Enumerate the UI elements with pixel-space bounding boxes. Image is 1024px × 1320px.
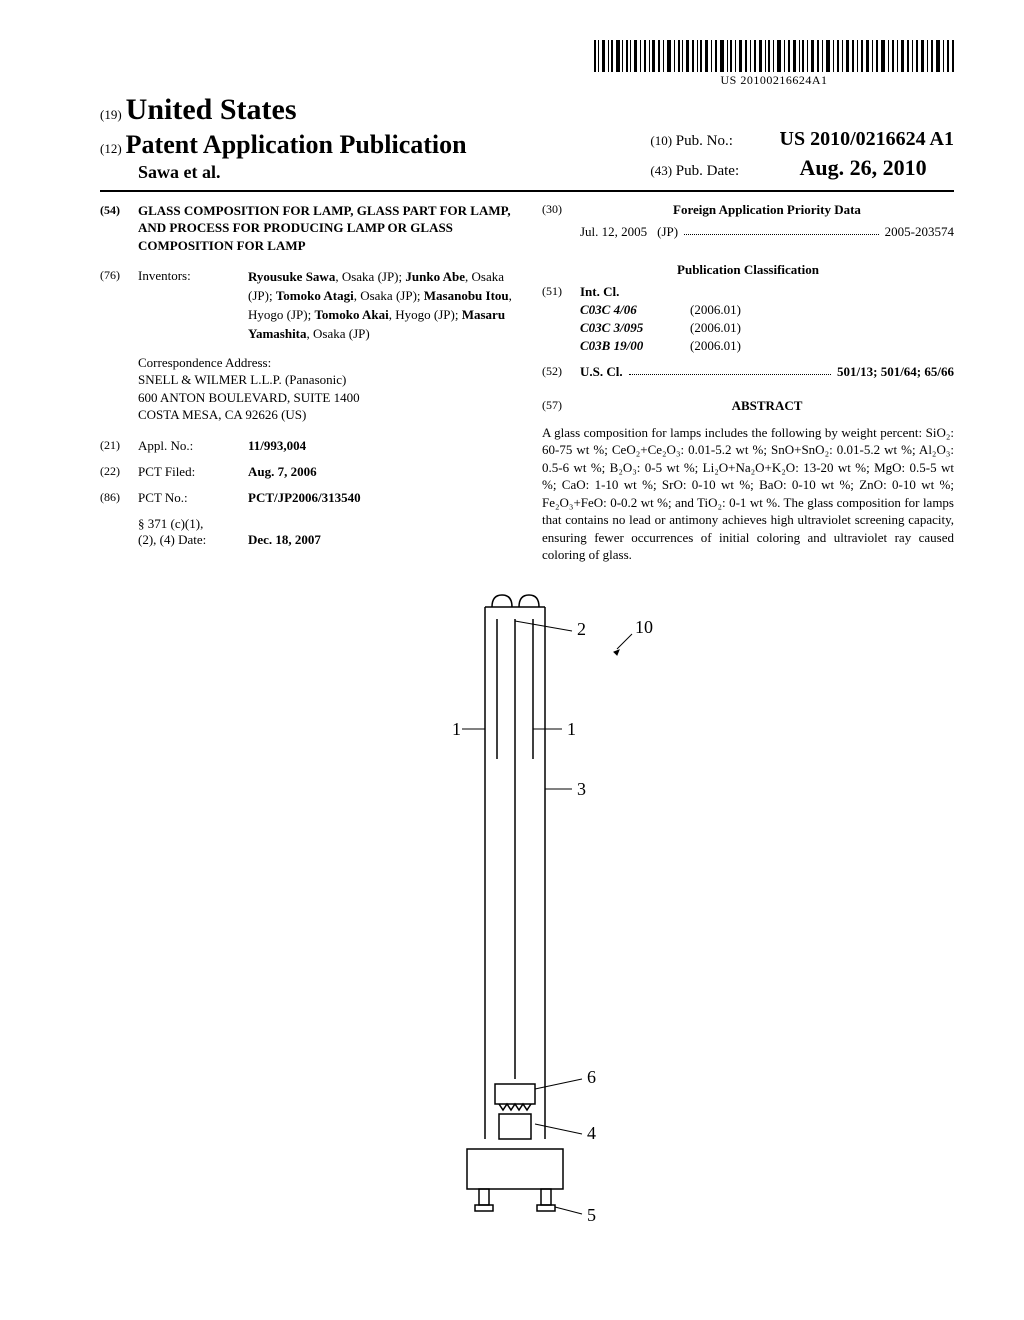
uscl-code: (52) bbox=[542, 364, 580, 380]
fig-label-5: 5 bbox=[587, 1205, 596, 1225]
pubno-label: Pub. No.: bbox=[676, 131, 776, 152]
priority-country: (JP) bbox=[657, 224, 678, 240]
left-column: (54) GLASS COMPOSITION FOR LAMP, GLASS P… bbox=[100, 202, 512, 564]
corr-label: Correspondence Address: bbox=[138, 354, 512, 372]
corr-line-2: 600 ANTON BOULEVARD, SUITE 1400 bbox=[138, 389, 512, 407]
abstract-code: (57) bbox=[542, 398, 580, 418]
header-left: (19) United States (12) Patent Applicati… bbox=[100, 91, 467, 184]
dots-icon bbox=[684, 224, 879, 235]
intcl-label: Int. Cl. bbox=[580, 284, 619, 299]
pubdate-label: Pub. Date: bbox=[676, 161, 796, 182]
intcl-symbol: C03B 19/00 bbox=[580, 338, 690, 354]
abstract-heading: ABSTRACT bbox=[580, 398, 954, 414]
fig-label-1a: 1 bbox=[452, 719, 461, 739]
fig-label-3: 3 bbox=[577, 779, 586, 799]
uscl-row: (52) U.S. Cl. 501/13; 501/64; 65/66 bbox=[542, 364, 954, 380]
pub-type: Patent Application Publication bbox=[126, 130, 467, 159]
priority-code: (30) bbox=[542, 202, 580, 250]
appl-no: 11/993,004 bbox=[248, 438, 306, 453]
page: US 20100216624A1 (19) United States (12)… bbox=[0, 0, 1024, 1264]
title-code: (54) bbox=[100, 202, 138, 255]
s371-date: Dec. 18, 2007 bbox=[248, 532, 321, 547]
pctno-code: (86) bbox=[100, 490, 138, 506]
right-column: (30) Foreign Application Priority Data J… bbox=[542, 202, 954, 564]
filed-code: (22) bbox=[100, 464, 138, 480]
fig-label-10: 10 bbox=[635, 617, 653, 637]
two-col: (54) GLASS COMPOSITION FOR LAMP, GLASS P… bbox=[100, 202, 954, 564]
intcl-block: (51) Int. Cl. C03C 4/06(2006.01)C03C 3/0… bbox=[542, 284, 954, 356]
prefix-12: (12) bbox=[100, 141, 122, 156]
intcl-version: (2006.01) bbox=[690, 320, 800, 336]
prefix-19: (19) bbox=[100, 107, 122, 122]
priority-date: Jul. 12, 2005 bbox=[580, 224, 647, 240]
correspondence: Correspondence Address: SNELL & WILMER L… bbox=[138, 354, 512, 424]
figure-area: 1 1 2 3 4 6 5 10 bbox=[100, 589, 954, 1234]
filed-date: Aug. 7, 2006 bbox=[248, 464, 317, 479]
pctno-label: PCT No.: bbox=[138, 490, 248, 506]
appl-row: (21) Appl. No.: 11/993,004 bbox=[100, 438, 512, 454]
fig-label-2: 2 bbox=[577, 619, 586, 639]
s371-row-2: (2), (4) Date: Dec. 18, 2007 bbox=[138, 532, 512, 548]
pubdate-prefix: (43) bbox=[650, 163, 672, 178]
s371-label: § 371 (c)(1), bbox=[138, 516, 248, 532]
intcl-symbol: C03C 4/06 bbox=[580, 302, 690, 318]
class-heading: Publication Classification bbox=[542, 262, 954, 278]
intcl-symbol: C03C 3/095 bbox=[580, 320, 690, 336]
fig-label-6: 6 bbox=[587, 1067, 596, 1087]
pct-no: PCT/JP2006/313540 bbox=[248, 490, 361, 505]
intcl-row: C03C 4/06(2006.01) bbox=[580, 302, 954, 318]
fig-label-1b: 1 bbox=[567, 719, 576, 739]
intcl-version: (2006.01) bbox=[690, 338, 800, 354]
header: (19) United States (12) Patent Applicati… bbox=[100, 91, 954, 192]
country: United States bbox=[126, 93, 297, 126]
abstract-text: A glass composition for lamps includes t… bbox=[542, 424, 954, 564]
intcl-list: C03C 4/06(2006.01)C03C 3/095(2006.01)C03… bbox=[580, 302, 954, 354]
intcl-row: C03B 19/00(2006.01) bbox=[580, 338, 954, 354]
abstract-block: (57) ABSTRACT bbox=[542, 398, 954, 418]
appl-label: Appl. No.: bbox=[138, 438, 248, 454]
uscl-label: U.S. Cl. bbox=[580, 364, 623, 380]
intcl-row: C03C 3/095(2006.01) bbox=[580, 320, 954, 336]
inventors-names: Ryousuke Sawa, Osaka (JP); Junko Abe, Os… bbox=[248, 268, 512, 343]
pubno: US 2010/0216624 A1 bbox=[780, 128, 954, 150]
intcl-code: (51) bbox=[542, 284, 580, 356]
title-text: GLASS COMPOSITION FOR LAMP, GLASS PART F… bbox=[138, 202, 512, 255]
fig-label-4: 4 bbox=[587, 1123, 596, 1143]
barcode-number: US 20100216624A1 bbox=[594, 73, 954, 88]
corr-line-1: SNELL & WILMER L.L.P. (Panasonic) bbox=[138, 371, 512, 389]
authors-line: Sawa et al. bbox=[100, 161, 467, 184]
priority-no: 2005-203574 bbox=[885, 224, 954, 240]
pubno-prefix: (10) bbox=[650, 133, 672, 148]
barcode: US 20100216624A1 bbox=[594, 40, 954, 88]
priority-block: (30) Foreign Application Priority Data J… bbox=[542, 202, 954, 250]
pctno-row: (86) PCT No.: PCT/JP2006/313540 bbox=[100, 490, 512, 506]
lamp-figure: 1 1 2 3 4 6 5 10 bbox=[387, 589, 667, 1229]
s371-label-2: (2), (4) Date: bbox=[138, 532, 248, 548]
appl-code: (21) bbox=[100, 438, 138, 454]
inventors-code: (76) bbox=[100, 268, 138, 343]
inventors-row: (76) Inventors: Ryousuke Sawa, Osaka (JP… bbox=[100, 268, 512, 343]
dots-icon bbox=[629, 364, 831, 375]
priority-heading: Foreign Application Priority Data bbox=[580, 202, 954, 218]
s371-row-1: § 371 (c)(1), bbox=[138, 516, 512, 532]
header-right: (10) Pub. No.: US 2010/0216624 A1 (43) P… bbox=[650, 125, 954, 184]
filed-label: PCT Filed: bbox=[138, 464, 248, 480]
inventors-label: Inventors: bbox=[138, 268, 248, 343]
pubdate: Aug. 26, 2010 bbox=[800, 155, 927, 180]
uscl-value: 501/13; 501/64; 65/66 bbox=[837, 364, 954, 379]
intcl-version: (2006.01) bbox=[690, 302, 800, 318]
priority-row: Jul. 12, 2005 (JP) 2005-203574 bbox=[580, 224, 954, 240]
barcode-graphic bbox=[594, 40, 954, 72]
title-block: (54) GLASS COMPOSITION FOR LAMP, GLASS P… bbox=[100, 202, 512, 255]
barcode-area: US 20100216624A1 bbox=[100, 40, 954, 89]
corr-line-3: COSTA MESA, CA 92626 (US) bbox=[138, 406, 512, 424]
filed-row: (22) PCT Filed: Aug. 7, 2006 bbox=[100, 464, 512, 480]
